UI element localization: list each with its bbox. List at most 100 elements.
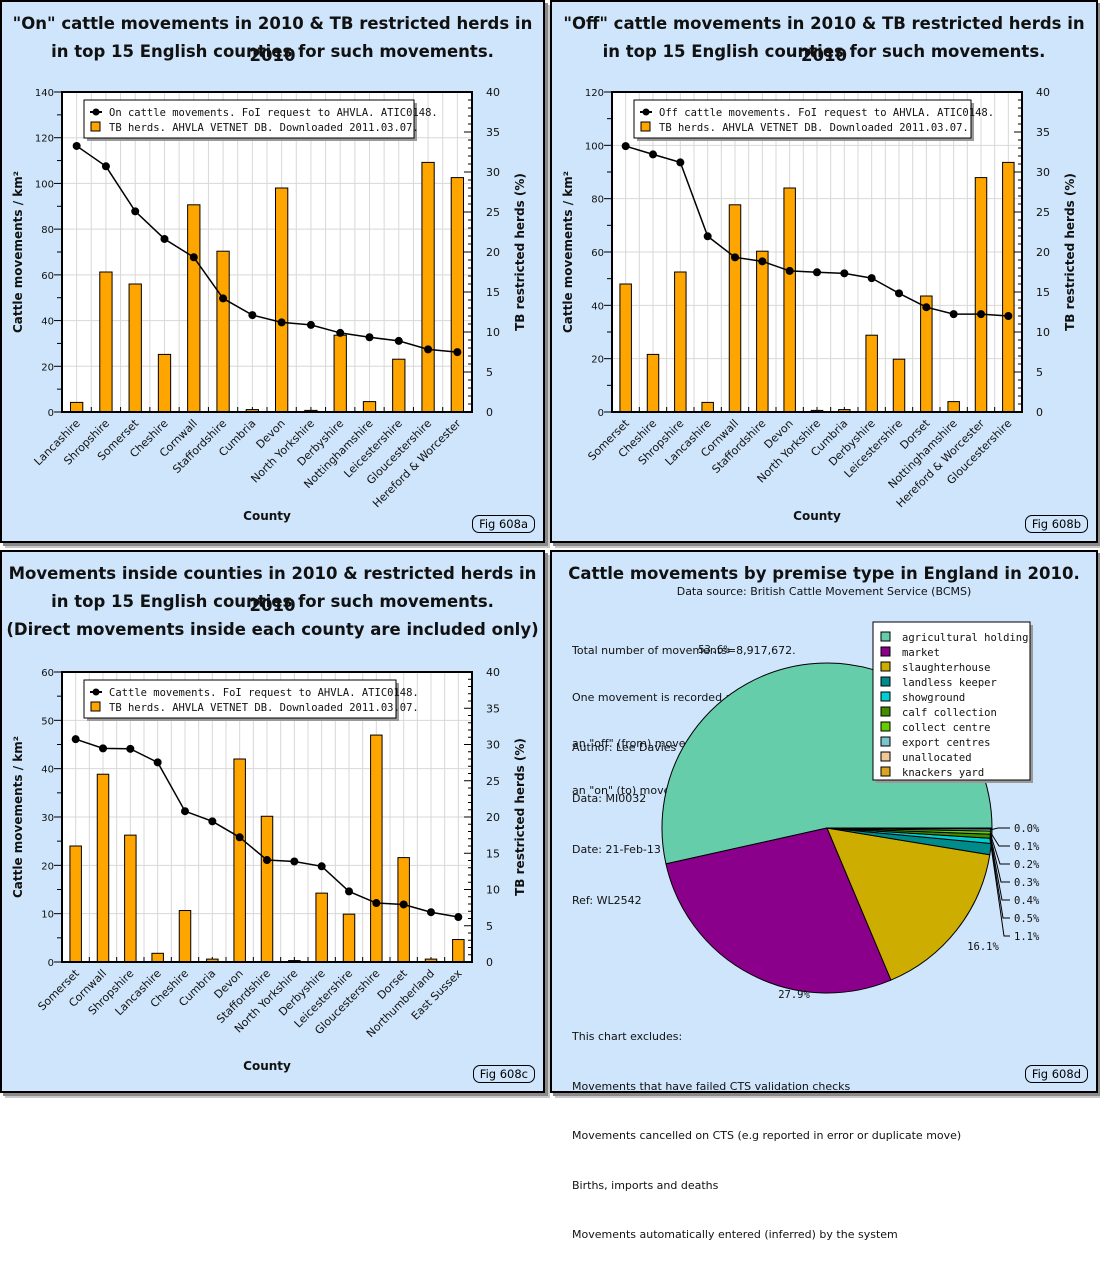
- bar-tb-herds: [216, 250, 230, 413]
- y2-tick-label: 30: [1036, 166, 1050, 179]
- line-point: [453, 348, 462, 357]
- legend-entry: landless keeper: [902, 677, 997, 689]
- note-line: Total number of movements=8,917,672.: [572, 644, 796, 657]
- y-tick-label: 80: [591, 195, 604, 206]
- notes-exclusions: This chart excludes: Movements that have…: [572, 996, 961, 1277]
- bar-tb-herds: [892, 358, 906, 413]
- line-point: [160, 234, 169, 243]
- line-point: [219, 294, 228, 303]
- line-point: [71, 735, 80, 744]
- bar-tb-herds: [450, 177, 465, 413]
- legend-entry: showground: [902, 692, 965, 704]
- chart-on-movements: 0204060801001201400510152025303540Lancas…: [11, 86, 527, 523]
- y-tick-label: 20: [41, 861, 54, 872]
- x-axis-label: County: [793, 509, 841, 523]
- line-point: [131, 207, 140, 216]
- pie-leader-line: [989, 827, 1010, 831]
- legend-entry-movements: On cattle movements. FoI request to AHVL…: [109, 107, 438, 119]
- line-point: [189, 253, 198, 262]
- y2-tick-label: 0: [1036, 406, 1043, 419]
- legend-entry-tb-herds: TB herds. AHVLA VETNET DB. Downloaded 20…: [109, 702, 419, 714]
- notes-meta: Author: Lee Davies Data: MI0032 Date: 21…: [572, 705, 676, 943]
- line-point: [336, 328, 345, 337]
- bar-tb-herds: [392, 358, 406, 413]
- legend-swatch-icon: [880, 766, 891, 777]
- line-point: [813, 268, 821, 277]
- y-axis-label: Cattle movements / km²: [11, 171, 25, 333]
- bar-tb-herds: [728, 204, 742, 413]
- bar-tb-herds: [151, 952, 164, 963]
- pie-label: 16.1%: [967, 941, 999, 953]
- pie-label: 0.2%: [1014, 859, 1040, 871]
- figure-tag: Fig 608c: [472, 1065, 535, 1083]
- legend-entry: calf collection: [902, 707, 997, 719]
- y2-tick-label: 40: [486, 86, 500, 99]
- legend-entry: export centres: [902, 737, 991, 749]
- pie-label: 0.1%: [1014, 841, 1040, 853]
- pie-leader-line: [989, 835, 1010, 901]
- line-point: [424, 345, 433, 354]
- bar-tb-herds: [124, 834, 137, 963]
- y-tick-label: 50: [41, 716, 54, 727]
- y2-axis-label: TB restricted herds (%): [1063, 173, 1077, 331]
- pie-leader-line: [989, 838, 1010, 937]
- chart-inside-movements: 01020304050600510152025303540SomersetCor…: [11, 666, 527, 1073]
- line-point: [758, 257, 767, 266]
- y-tick-label: 20: [591, 355, 604, 366]
- plot-frame: [61, 671, 473, 963]
- line-point: [399, 900, 408, 909]
- panel-fig-608a: "On" cattle movements in 2010 & TB restr…: [0, 0, 545, 543]
- line-point: [277, 318, 286, 327]
- y-tick-label: 0: [48, 408, 54, 419]
- legend-entry: market: [902, 647, 940, 659]
- line-point: [977, 310, 985, 319]
- pie-label: 53.6%: [698, 644, 730, 656]
- line-point: [248, 311, 257, 320]
- pie-slice: [826, 827, 991, 981]
- y2-tick-label: 30: [486, 166, 500, 179]
- line-point: [306, 320, 315, 329]
- line-point: [372, 899, 381, 908]
- chart-title-line-1: "Off" cattle movements in 2010 & TB rest…: [563, 14, 1085, 65]
- chart-premise-pie: 53.6% 27.9% 16.1% 0.0% 0.1% 0.2% 0.3% 0.4% 0.5% 1…: [661, 621, 1040, 1001]
- line-point: [649, 150, 657, 159]
- bar-tb-herds: [397, 857, 410, 963]
- line-point: [263, 856, 271, 865]
- y-axis-label: Cattle movements / km²: [11, 736, 25, 898]
- y-tick-label: 40: [591, 301, 604, 312]
- line-point: [208, 817, 217, 826]
- figure-tag: Fig 608b: [1024, 515, 1088, 533]
- bar-tb-herds: [701, 401, 714, 413]
- legend-swatch-icon: [880, 751, 891, 762]
- pie-label: 0.5%: [1014, 913, 1040, 925]
- y2-tick-label: 0: [486, 406, 493, 419]
- y2-tick-label: 40: [486, 666, 500, 679]
- y2-tick-label: 5: [1036, 366, 1043, 379]
- pie-leader-line: [989, 834, 1010, 883]
- line-point: [785, 266, 794, 275]
- y2-tick-label: 35: [1036, 126, 1050, 139]
- bar-tb-herds: [619, 283, 632, 413]
- note-line: Movements cancelled on CTS (e.g reported…: [572, 1129, 962, 1142]
- chart-title-line-3: (Direct movements inside each county are…: [6, 620, 539, 639]
- bar-tb-herds: [920, 295, 933, 413]
- y2-tick-label: 5: [486, 920, 493, 933]
- bar-tb-herds: [646, 353, 660, 413]
- chart-off-movements: 0204060801001200510152025303540SomersetC…: [561, 86, 1077, 523]
- y-axis-label: Cattle movements / km²: [561, 171, 575, 333]
- line-point: [235, 833, 244, 842]
- legend-marker-icon: [92, 688, 100, 696]
- legend-marker-icon: [92, 108, 100, 116]
- y-tick-label: 0: [48, 958, 54, 969]
- note-data: Data: MI0032: [572, 792, 647, 805]
- y-tick-label: 40: [41, 317, 54, 328]
- bar-tb-herds: [362, 401, 377, 413]
- y-tick-label: 100: [585, 141, 604, 152]
- bar-tb-herds: [756, 250, 769, 413]
- line-point: [922, 303, 931, 312]
- legend-swatch-icon: [880, 706, 891, 717]
- line-point: [621, 142, 630, 151]
- pie-leader-line: [989, 837, 1010, 919]
- legend-entry: knackers yard: [902, 767, 984, 779]
- line-point: [181, 807, 189, 816]
